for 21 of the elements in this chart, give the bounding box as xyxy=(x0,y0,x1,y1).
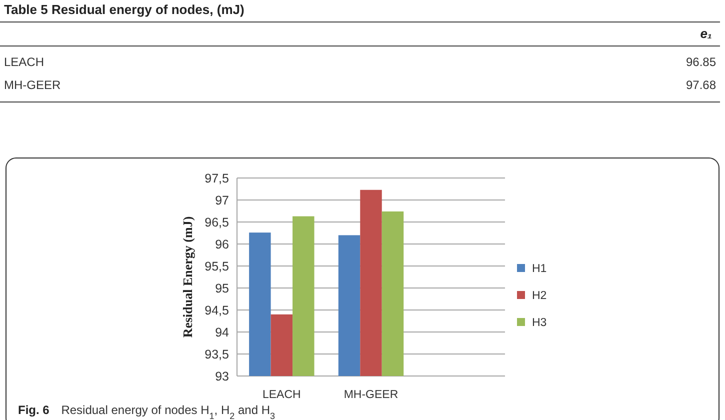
data-label: 96.85 xyxy=(686,55,716,69)
category-label: MH-GEER xyxy=(4,78,61,92)
y-tick-label: 95 xyxy=(215,281,230,296)
text: e₁ xyxy=(700,26,712,41)
y-axis-title: Residual Energy (mJ) xyxy=(180,216,195,338)
text: Table 5 Residual energy of nodes, (mJ) xyxy=(4,2,244,17)
y-tick-label: 94 xyxy=(215,325,230,340)
y-tick-label: 93,5 xyxy=(204,347,230,362)
y-tick-label: 97 xyxy=(215,193,230,208)
caption: Fig. 6 Residual energy of nodes H$_{1}$, H$_{2}$ and H$_{3}$ xyxy=(18,403,276,420)
y-tick-label: 94,5 xyxy=(204,303,230,318)
legend-label: H1 xyxy=(532,263,547,276)
y-tick-label: 93 xyxy=(215,369,230,384)
y-tick-label: 96 xyxy=(215,237,230,252)
y-tick-label: 97,5 xyxy=(204,171,230,186)
legend-label: H3 xyxy=(532,317,547,330)
y-tick-label: 96,5 xyxy=(204,215,230,230)
data-label: 97.68 xyxy=(686,78,716,92)
category-label: LEACH xyxy=(4,55,44,69)
legend-label: H2 xyxy=(532,290,547,302)
y-tick-label: 95,5 xyxy=(204,259,230,274)
